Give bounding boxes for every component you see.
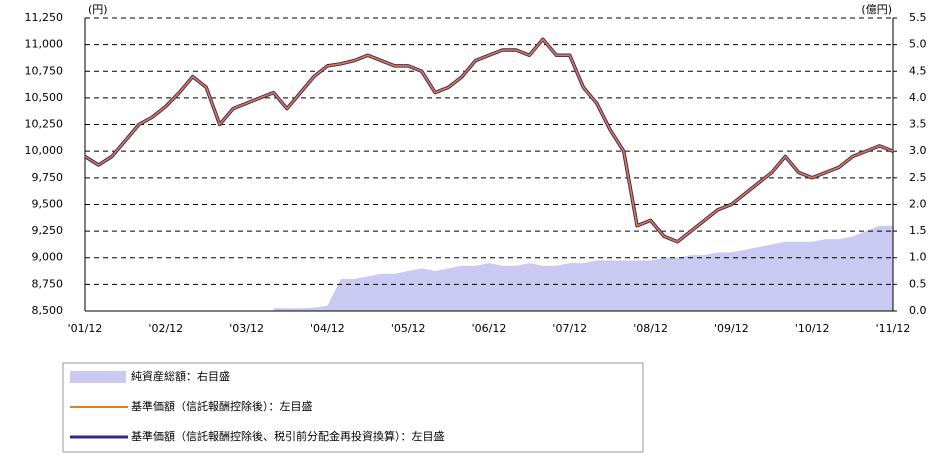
x-tick-label: '09/12 [714,322,749,335]
y-tick-label: 11,250 [25,11,64,24]
y2-tick-label: 4.0 [909,91,927,104]
area [273,225,893,311]
y-tick-label: 9,750 [32,171,64,184]
y-tick-label: 10,000 [25,144,64,157]
y2-tick-label: 3.5 [909,118,927,131]
y2-tick-label: 1.5 [909,224,927,237]
x-tick-label: '02/12 [148,322,183,335]
x-tick-label: '11/12 [876,322,911,335]
legend-swatch [70,371,126,383]
y-tick-label: 8,750 [32,277,64,290]
legend-label: 純資産総額：右目盛 [131,369,230,383]
x-tick-label: '07/12 [552,322,587,335]
y2-axis-unit: (億円) [861,3,892,16]
y-tick-label: 9,500 [32,197,64,210]
line [84,37,894,244]
legend-box [62,362,644,453]
y-tick-label: 10,250 [25,118,64,131]
y-tick-label: 10,750 [25,64,64,77]
legend-label: 基準価額（信託報酬控除後、税引前分配金再投資換算）：左目盛 [131,429,445,443]
y2-tick-label: 0.5 [909,277,927,290]
x-tick-label: '01/12 [68,322,103,335]
y-tick-label: 9,250 [32,224,64,237]
y2-tick-label: 2.5 [909,171,927,184]
y2-tick-label: 2.0 [909,197,927,210]
y2-tick-label: 5.5 [909,11,927,24]
x-tick-label: '08/12 [633,322,668,335]
y-tick-label: 11,000 [25,38,64,51]
legend-label: 基準価額（信託報酬控除後）：左目盛 [131,399,313,413]
x-tick-label: '05/12 [391,322,426,335]
y-tick-label: 8,500 [32,304,64,317]
line [84,38,894,243]
x-tick-label: '10/12 [795,322,830,335]
y-axis-unit: (円) [88,3,108,16]
x-tick-label: '03/12 [229,322,264,335]
y2-tick-label: 1.0 [909,251,927,264]
x-tick-label: '06/12 [472,322,507,335]
y-tick-label: 10,500 [25,91,64,104]
y2-tick-label: 5.0 [909,38,927,51]
x-tick-label: '04/12 [310,322,345,335]
y-tick-label: 9,000 [32,251,64,264]
y2-tick-label: 4.5 [909,64,927,77]
y2-tick-label: 3.0 [909,144,927,157]
y2-tick-label: 0.0 [909,304,927,317]
